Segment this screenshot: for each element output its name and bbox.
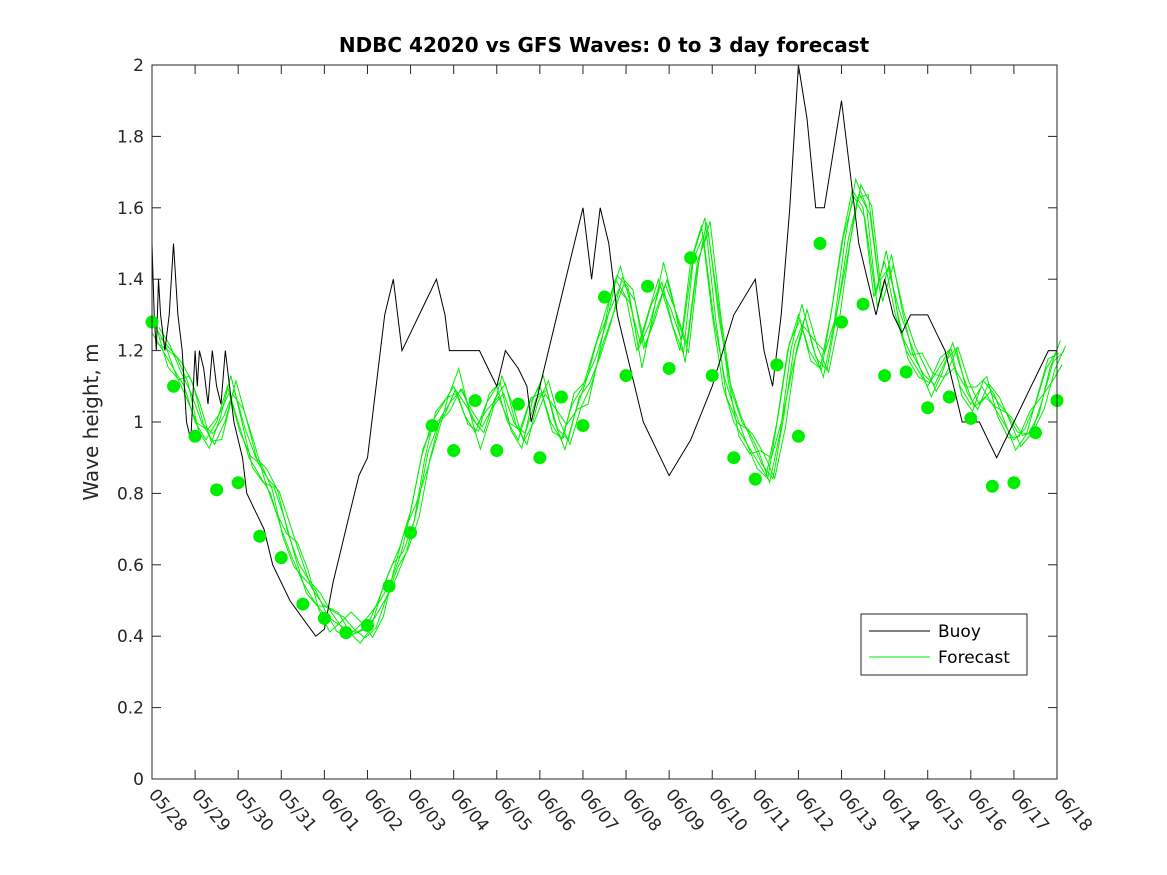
analysis-point <box>468 394 482 408</box>
analysis-point <box>339 626 353 640</box>
analysis-point <box>490 444 504 458</box>
analysis-point <box>1028 426 1042 440</box>
analysis-point <box>167 379 181 393</box>
analysis-point <box>447 444 461 458</box>
analysis-point <box>425 419 439 433</box>
legend-forecast-label: Forecast <box>938 648 1010 668</box>
x-tick-label: 06/04 <box>446 785 493 835</box>
analysis-point <box>813 237 827 250</box>
x-tick-label: 05/29 <box>187 785 234 835</box>
x-tick-label: 06/14 <box>877 785 924 835</box>
x-tick-label: 06/05 <box>489 785 536 835</box>
x-tick-label: 05/31 <box>273 785 320 835</box>
analysis-point <box>942 390 956 404</box>
x-tick-label: 06/06 <box>532 785 579 835</box>
x-tick-label: 05/28 <box>144 785 191 835</box>
analysis-point <box>727 451 741 465</box>
x-tick-label: 06/10 <box>704 785 751 835</box>
y-axis: 0 0.2 0.4 0.6 0.8 1 1.2 1.4 1.6 1.8 2 <box>117 56 1057 790</box>
analysis-point <box>404 526 418 540</box>
y-tick-label: 1 <box>133 413 144 433</box>
analysis-point <box>576 419 590 433</box>
x-tick-label: 06/17 <box>1006 785 1053 835</box>
legend-box <box>860 613 1028 676</box>
analysis-point <box>253 529 267 543</box>
x-tick-label: 06/01 <box>317 785 364 835</box>
legend: Buoy Forecast <box>860 613 1028 676</box>
analysis-point <box>1007 476 1021 490</box>
x-tick-label: 06/02 <box>360 785 407 835</box>
analysis-point <box>231 476 245 490</box>
x-tick-label: 06/03 <box>403 785 450 835</box>
buoy-series-line <box>151 64 1057 637</box>
forecast-line <box>160 183 1067 639</box>
analysis-point <box>533 451 547 465</box>
analysis-point <box>210 483 224 497</box>
analysis-point <box>382 579 396 593</box>
analysis-point <box>511 397 525 411</box>
forecast-line <box>153 195 1059 637</box>
x-tick-label: 06/08 <box>618 785 665 835</box>
analysis-point <box>985 479 999 493</box>
analysis-point <box>598 290 611 304</box>
analysis-point <box>360 618 374 632</box>
analysis-point <box>878 369 892 383</box>
analysis-point <box>856 297 870 311</box>
analysis-point <box>791 429 805 443</box>
analysis-point <box>748 472 762 486</box>
x-tick-label: 06/12 <box>791 785 838 835</box>
buoy-line <box>151 64 1057 637</box>
analysis-point <box>705 369 719 383</box>
analysis-point <box>770 358 784 372</box>
y-tick-label: 2 <box>133 56 144 76</box>
x-tick-label: 06/18 <box>1049 785 1096 835</box>
y-tick-label: 0.2 <box>117 699 144 719</box>
x-tick-label: 06/07 <box>575 785 622 835</box>
y-tick-label: 0.8 <box>117 484 144 504</box>
analysis-point <box>188 429 202 443</box>
analysis-point <box>296 597 310 611</box>
analysis-point <box>662 361 676 375</box>
legend-buoy-label: Buoy <box>938 622 981 642</box>
analysis-point <box>921 401 935 415</box>
x-tick-label: 06/15 <box>920 785 967 835</box>
y-tick-label: 0 <box>133 770 144 790</box>
analysis-point <box>899 365 913 379</box>
y-tick-label: 0.6 <box>117 556 144 576</box>
chart-title: NDBC 42020 vs GFS Waves: 0 to 3 day fore… <box>339 33 870 57</box>
x-tick-label: 06/13 <box>834 785 881 835</box>
analysis-point <box>684 251 698 265</box>
y-tick-label: 1.8 <box>117 127 144 147</box>
analysis-point <box>554 390 568 404</box>
y-tick-label: 1.2 <box>117 342 144 362</box>
x-tick-label: 05/30 <box>230 785 277 835</box>
analysis-point <box>964 411 978 425</box>
x-tick-label: 06/16 <box>963 785 1010 835</box>
analysis-point <box>274 551 288 565</box>
x-tick-label: 06/09 <box>661 785 708 835</box>
analysis-point <box>619 369 633 383</box>
y-tick-label: 1.4 <box>117 270 144 290</box>
y-tick-label: 0.4 <box>117 627 144 647</box>
y-tick-label: 1.6 <box>117 199 144 219</box>
analysis-point <box>641 279 655 293</box>
analysis-point <box>835 315 849 329</box>
x-tick-label: 06/11 <box>748 785 795 835</box>
y-axis-label: Wave height, m <box>79 343 103 500</box>
analysis-markers <box>145 237 1064 640</box>
analysis-point <box>317 611 331 625</box>
